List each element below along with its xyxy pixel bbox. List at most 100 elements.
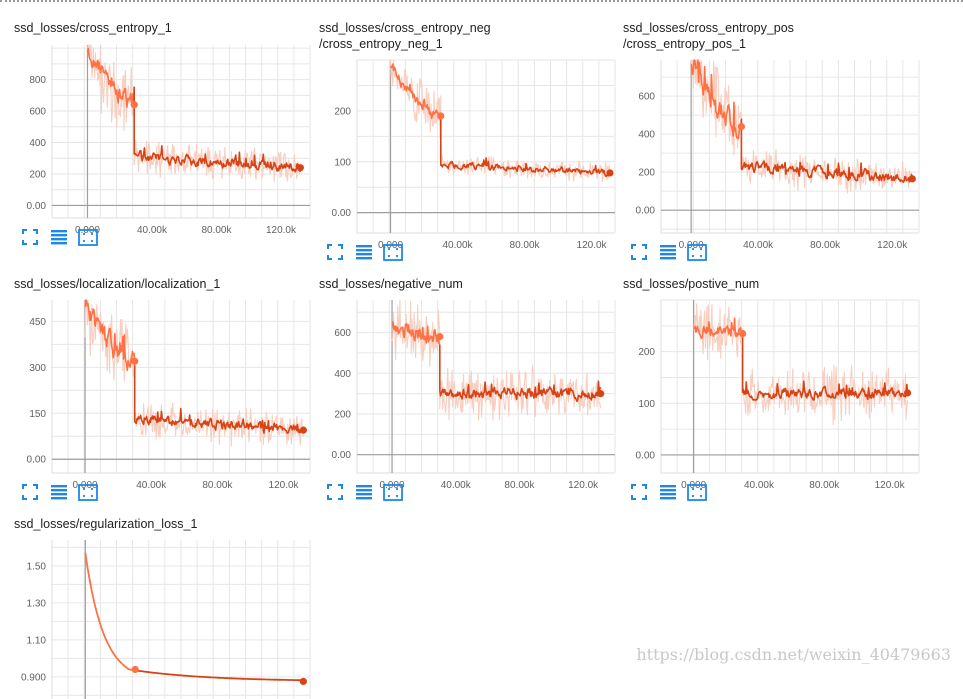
chart-title: ssd_losses/regularization_loss_1 [14, 516, 197, 532]
list-icon-bar [356, 485, 372, 488]
fit-domain-icon-frame [687, 484, 707, 501]
list-icon-bar [356, 493, 372, 496]
smoothed-series-line-early [693, 317, 744, 340]
series-marker-dot [296, 164, 304, 172]
y-tick-label: 0.00 [636, 450, 656, 461]
fit-domain-icon-dot [90, 232, 94, 236]
series-marker-dot [299, 426, 307, 434]
fit-domain-icon[interactable] [687, 484, 708, 502]
expand-icon-corner [338, 244, 343, 249]
list-icon-bar [660, 493, 676, 496]
y-tick-label: 600 [334, 328, 351, 339]
y-tick-label: 200 [334, 409, 351, 420]
fit-domain-icon-dot [699, 487, 703, 491]
list-icon[interactable] [659, 244, 677, 262]
raw-series-line [389, 59, 611, 183]
chart-plot[interactable]: 0.900 1.10 1.30 1.50 [14, 540, 311, 699]
y-tick-label: 450 [29, 317, 46, 328]
expand-icon-corner [22, 495, 27, 500]
list-icon[interactable] [50, 229, 68, 247]
expand-icon-corner [338, 495, 343, 500]
expand-icon-corner [631, 255, 636, 260]
y-tick-label: 400 [638, 130, 655, 141]
y-tick-label: 300 [29, 363, 46, 374]
list-icon-bar [356, 245, 372, 248]
series-marker-dot [739, 329, 747, 338]
expand-icon[interactable] [327, 244, 345, 262]
expand-icon-corner [642, 484, 647, 489]
expand-icon-corner [33, 495, 38, 500]
fit-domain-icon[interactable] [687, 244, 708, 262]
chart-title-line: ssd_losses/negative_num [319, 277, 463, 291]
expand-icon-corner [327, 244, 332, 249]
fit-domain-icon-dot [90, 494, 94, 498]
list-icon[interactable] [659, 484, 677, 502]
y-tick-label: 100 [334, 157, 351, 168]
smoothed-series-line-early [84, 299, 136, 372]
fit-domain-icon[interactable] [78, 484, 99, 502]
fit-domain-icon-dot [82, 239, 86, 243]
fit-domain-icon-dot [691, 487, 695, 491]
expand-icon[interactable] [22, 229, 40, 247]
x-tick-label: 120.0k [568, 480, 599, 491]
list-icon-bar [356, 249, 372, 252]
expand-icon-corner [22, 484, 27, 489]
fit-domain-icon-dot [691, 247, 695, 251]
fit-domain-icon-dot [387, 254, 391, 258]
fit-domain-icon[interactable] [383, 484, 404, 502]
expand-icon[interactable] [327, 484, 345, 502]
y-tick-label: 400 [334, 369, 351, 380]
y-tick-label: 0.00 [636, 206, 656, 217]
expand-icon[interactable] [631, 244, 649, 262]
fit-domain-icon-frame [78, 484, 98, 501]
list-icon[interactable] [355, 244, 373, 262]
x-tick-label: 120.0k [269, 480, 300, 491]
fit-domain-icon[interactable] [78, 229, 99, 247]
x-tick-label: 80.00k [201, 225, 232, 236]
list-icon[interactable] [355, 484, 373, 502]
fit-domain-icon-dot [395, 247, 399, 251]
expand-icon[interactable] [22, 484, 40, 502]
series-marker-dot [436, 333, 444, 341]
chart-title-line: ssd_losses/postive_num [623, 277, 760, 291]
chart-title: ssd_losses/cross_entropy_1 [14, 20, 172, 36]
chart-title: ssd_losses/cross_entropy_pos /cross_entr… [623, 20, 794, 52]
smoothed-series-line-early [86, 47, 135, 108]
list-icon[interactable] [50, 484, 68, 502]
list-icon-bar [660, 253, 676, 256]
expand-icon[interactable] [631, 484, 649, 502]
chart-title-line: ssd_losses/localization/localization_1 [14, 277, 221, 291]
list-icon-bar [660, 257, 676, 260]
x-tick-label: 80.00k [202, 480, 233, 491]
list-icon-bar [51, 238, 67, 241]
smoothed-series-line-late [740, 118, 914, 183]
expand-icon-corner [642, 255, 647, 260]
y-tick-label: 1.10 [27, 635, 47, 646]
list-icon-bar [356, 257, 372, 260]
series-marker-dot [597, 390, 605, 398]
y-tick-label: 200 [29, 169, 46, 180]
fit-domain-icon[interactable] [383, 244, 404, 262]
y-tick-label: 200 [334, 106, 351, 117]
series-marker-dot [437, 112, 445, 120]
x-tick-label: 40.00k [443, 240, 474, 251]
fit-domain-icon-dot [699, 247, 703, 251]
x-tick-label: 80.00k [504, 480, 535, 491]
x-tick-label: 120.0k [877, 240, 908, 251]
chart-title-line: ssd_losses/cross_entropy_pos [623, 21, 794, 35]
fit-domain-icon-frame [383, 244, 403, 261]
x-tick-label: 40.00k [136, 480, 167, 491]
smoothed-series-line-late [439, 344, 602, 403]
expand-icon-corner [327, 255, 332, 260]
y-tick-label: 1.50 [27, 561, 47, 572]
smoothed-series-line-early [391, 321, 441, 346]
fit-domain-icon-frame [78, 229, 98, 246]
expand-icon-corner [338, 255, 343, 260]
list-icon-bar [51, 230, 67, 233]
